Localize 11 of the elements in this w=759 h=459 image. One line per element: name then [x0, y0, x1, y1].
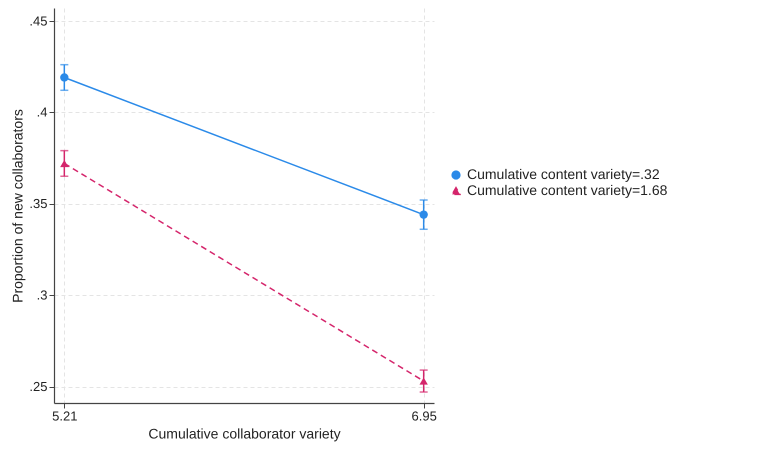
x-axis-title: Cumulative collaborator variety — [148, 426, 341, 442]
y-tick-label: .35 — [29, 196, 48, 212]
legend-label: Cumulative content variety=.32 — [467, 166, 660, 182]
legend-label: Cumulative content variety=1.68 — [467, 182, 668, 198]
x-tick-label: 6.95 — [412, 408, 437, 424]
x-tick-label: 5.21 — [52, 408, 78, 424]
y-axis-title: Proportion of new collaborators — [9, 109, 26, 303]
y-tick-label: .25 — [29, 379, 48, 394]
y-tick-label: .3 — [36, 288, 48, 303]
y-tick-label: .45 — [29, 13, 48, 28]
y-tick-label: .4 — [36, 104, 48, 120]
